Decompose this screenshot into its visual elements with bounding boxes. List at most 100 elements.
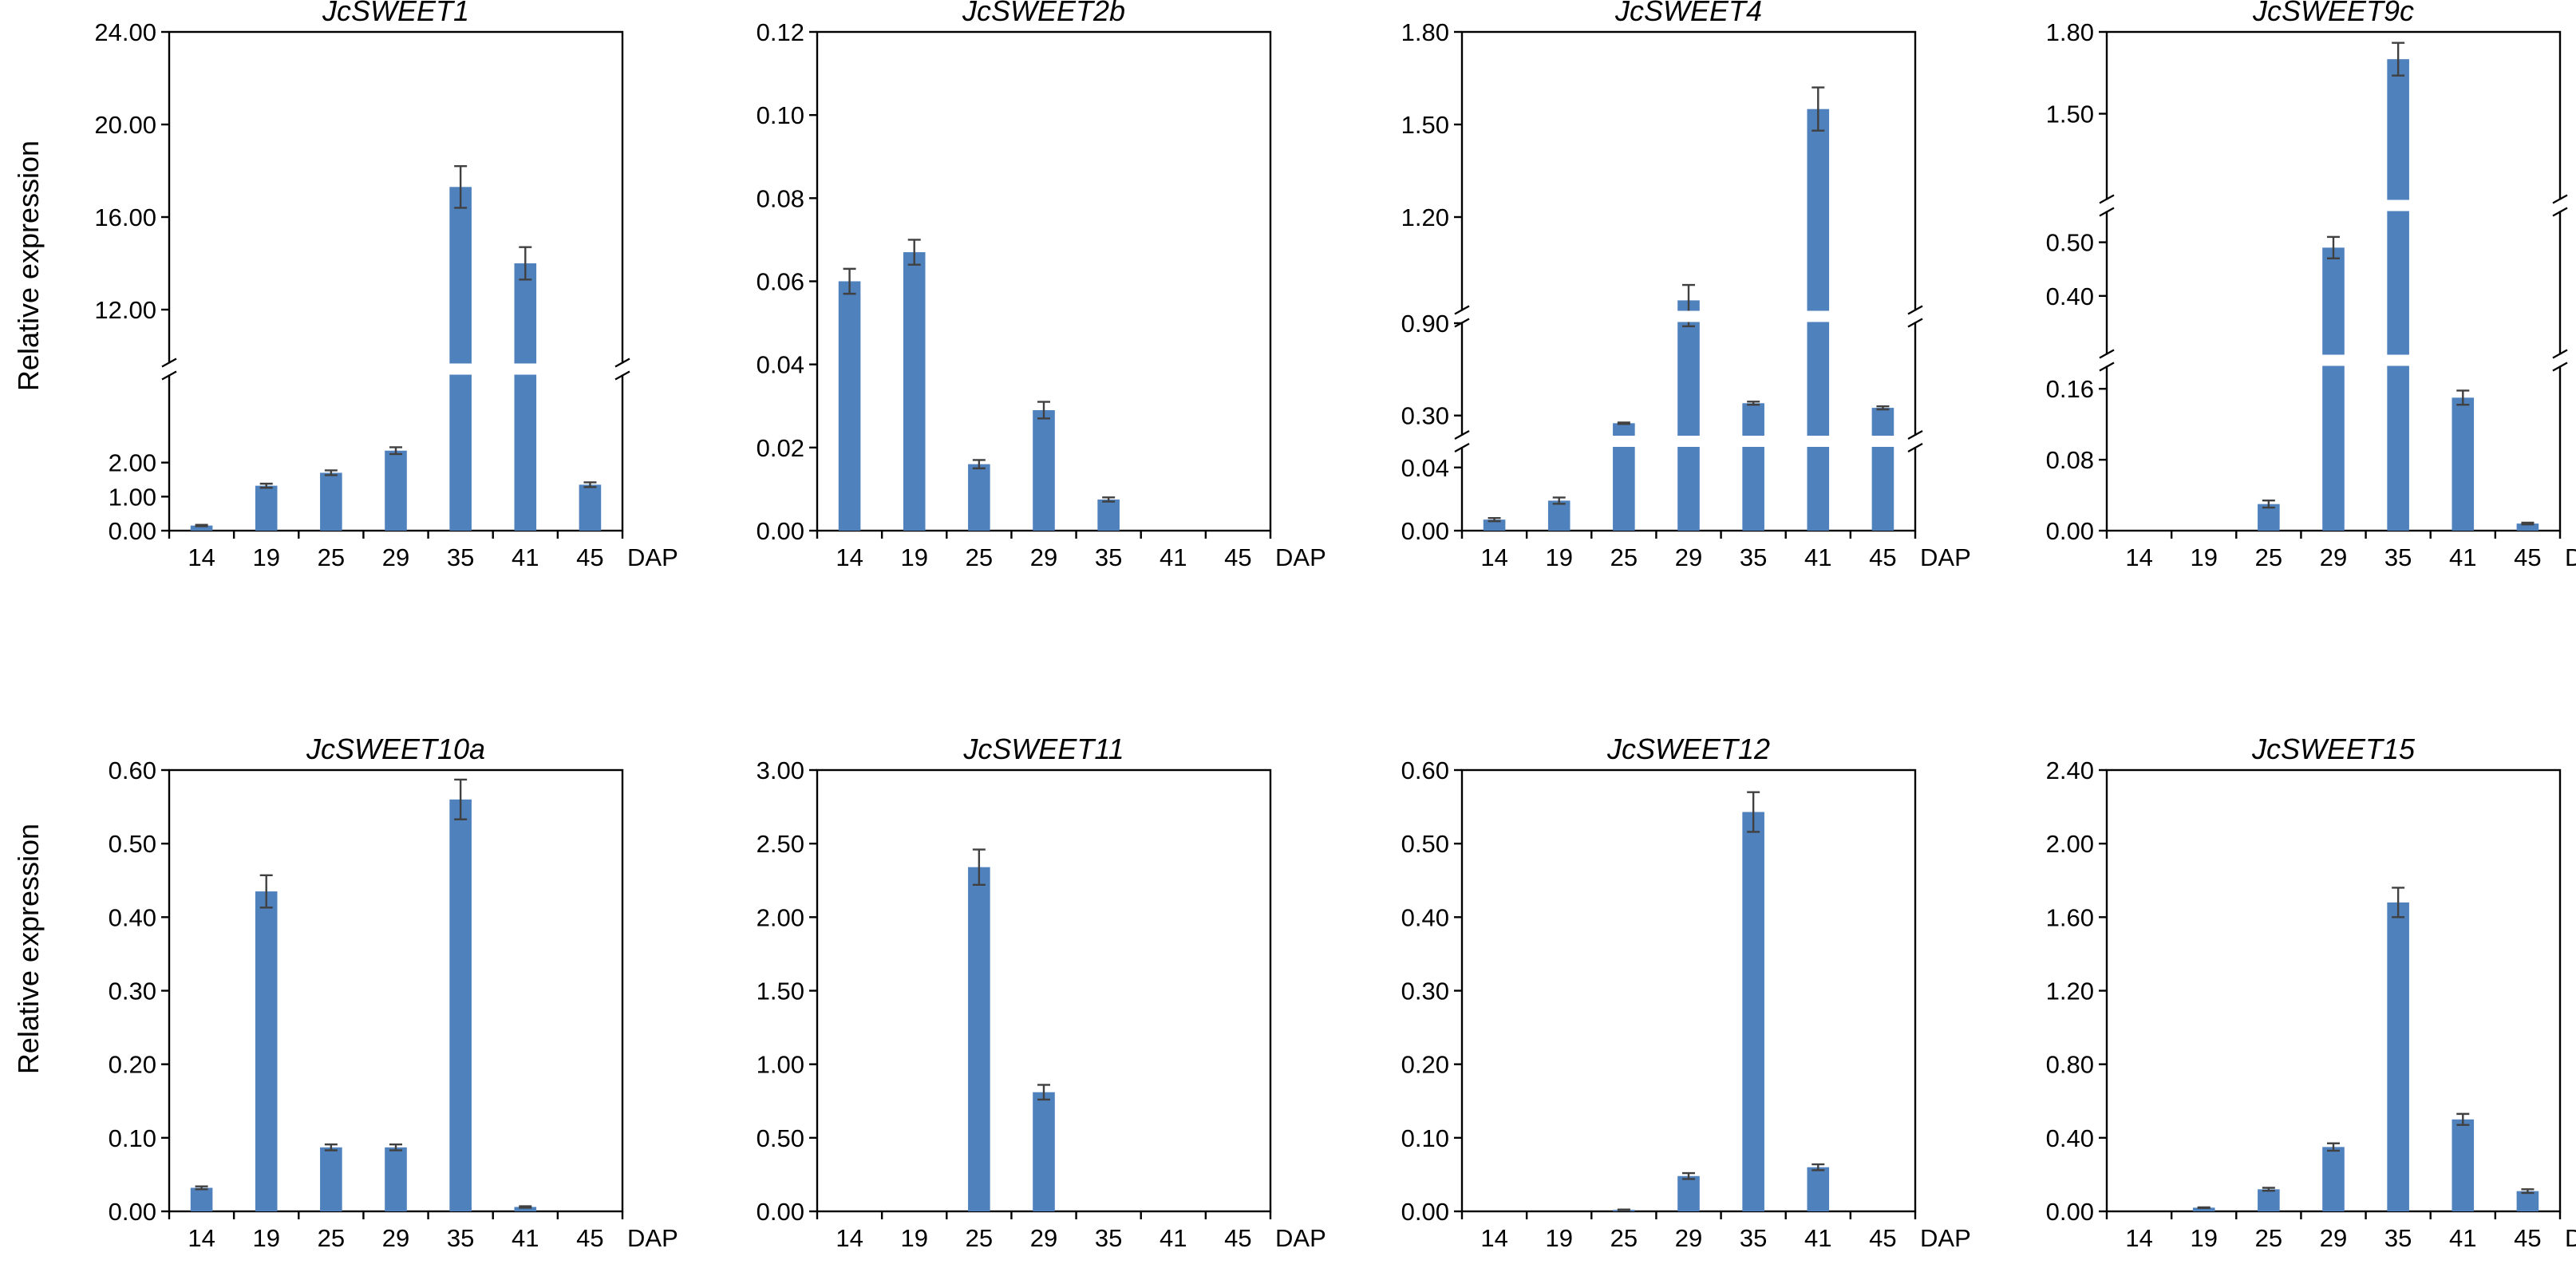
error-bar-35 [2392,887,2405,918]
chart-title: JcSWEET2b [962,0,1125,27]
x-tick-label: 25 [2255,543,2282,571]
x-tick-label: 29 [1030,1224,1057,1252]
chart-jcsweet2b: JcSWEET2b 0.00 0.02 0.04 0.06 0.08 0.10 0.12 14 1… [757,0,1326,571]
bar-35 [449,799,472,1211]
x-tick-label: 29 [382,543,409,571]
x-tick-label: 14 [2125,1224,2152,1252]
error-bar-35 [454,778,468,820]
y-tick-label: 0.12 [757,18,804,46]
y-tick-label: 0.20 [109,1051,156,1079]
y-tick-label: 0.00 [1401,517,1449,545]
x-tick-label: 25 [1610,543,1638,571]
bar-29 [2322,247,2345,531]
bar-45 [1871,408,1894,531]
bar-35 [2387,902,2409,1211]
bar-45 [2516,523,2539,531]
x-tick-label: 19 [1545,1224,1572,1252]
x-unit-label: DAP [1920,1224,1971,1252]
error-bar-25 [2262,500,2275,509]
error-bar-35 [1747,791,1760,833]
error-bar-25 [972,459,986,470]
x-tick-label: 29 [1030,543,1057,571]
error-bar-19 [2197,1206,2211,1210]
y-tick-label: 20.00 [94,111,156,139]
x-tick-label: 19 [900,1224,927,1252]
y-tick-label: 0.04 [757,351,804,379]
y-tick-label: 1.00 [757,1051,804,1079]
error-bar-29 [2327,235,2340,259]
y-tick-label: 0.00 [757,517,804,545]
bar-41 [514,263,537,531]
y-tick-label: 1.50 [2046,101,2094,128]
axis-break-mark [1907,305,1923,328]
error-bar-35 [2392,41,2405,77]
axis-break-mark [2552,194,2568,217]
y-tick-label: 0.30 [1401,402,1449,430]
x-tick-label: 19 [1545,543,1572,571]
y-tick-label: 0.02 [757,434,804,462]
error-bar-29 [389,1143,402,1152]
chart-title: JcSWEET11 [962,733,1124,765]
bar-35 [1742,403,1764,531]
y-tick-label: 0.40 [2046,1124,2094,1152]
plot-frame [1460,768,1917,1213]
y-tick-label: 0.10 [757,101,804,129]
x-unit-label: DAP [2565,543,2576,571]
axis-break-gap [158,363,634,375]
x-unit-label: DAP [627,1224,678,1252]
x-tick-label: 41 [512,1224,539,1252]
y-tick-label: 1.00 [109,483,156,511]
error-bar-35 [1102,496,1116,503]
y-tick-label: 2.40 [2046,756,2094,784]
y-tick-label: 0.50 [109,830,156,858]
x-tick-label: 45 [1224,543,1251,571]
x-tick-label: 25 [966,1224,993,1252]
bar-41 [514,1207,537,1211]
x-tick-label: 14 [836,1224,863,1252]
chart-title: JcSWEET15 [2251,733,2416,765]
chart-title: JcSWEET12 [1606,733,1770,765]
bar-41 [2452,1119,2475,1211]
bar-25 [2258,1189,2280,1211]
y-tick-label: 0.16 [2046,375,2094,403]
bar-29 [2322,1147,2345,1211]
error-bar-41 [1811,1163,1825,1171]
y-tick-label: 0.40 [1401,903,1449,931]
x-tick-label: 25 [2255,1224,2282,1252]
x-tick-label: 41 [1160,1224,1187,1252]
error-bar-45 [1876,405,1890,411]
x-tick-label: 14 [836,543,863,571]
y-tick-label: 0.04 [1401,454,1449,482]
x-tick-label: 29 [382,1224,409,1252]
error-bar-35 [1747,401,1760,406]
x-unit-label: DAP [1920,543,1971,571]
x-tick-label: 45 [1869,1224,1896,1252]
error-bar-25 [1617,421,1630,425]
y-tick-label: 1.50 [757,978,804,1005]
axis-break-mark [2099,349,2115,372]
error-bar-29 [389,446,402,456]
error-bar-25 [324,469,338,476]
chart-jcsweet12: JcSWEET12 0.00 0.10 0.20 0.30 0.40 0.50 0.60 14 1… [1401,733,1971,1252]
y-tick-label: 2.00 [2046,830,2094,858]
chart-title: JcSWEET10a [306,733,485,765]
x-tick-label: 29 [1675,543,1702,571]
y-tick-label: 16.00 [94,203,156,231]
y-tick-label: 0.80 [2046,1051,2094,1079]
y-axis-label-top: Relative expression [12,140,45,391]
y-tick-label: 1.20 [1401,203,1449,231]
x-tick-label: 19 [2190,543,2217,571]
chart-title: JcSWEET1 [322,0,469,27]
error-bar-19 [259,482,273,489]
bar-14 [190,525,213,531]
y-tick-label: 0.30 [1401,978,1449,1005]
error-bar-41 [1811,86,1825,132]
y-tick-label: 1.60 [2046,903,2094,931]
error-bar-14 [195,1185,208,1191]
bar-29 [1033,409,1055,531]
y-tick-label: 3.00 [757,756,804,784]
x-tick-label: 41 [2449,1224,2476,1252]
x-tick-label: 19 [900,543,927,571]
axis-break-gap [2096,199,2571,211]
